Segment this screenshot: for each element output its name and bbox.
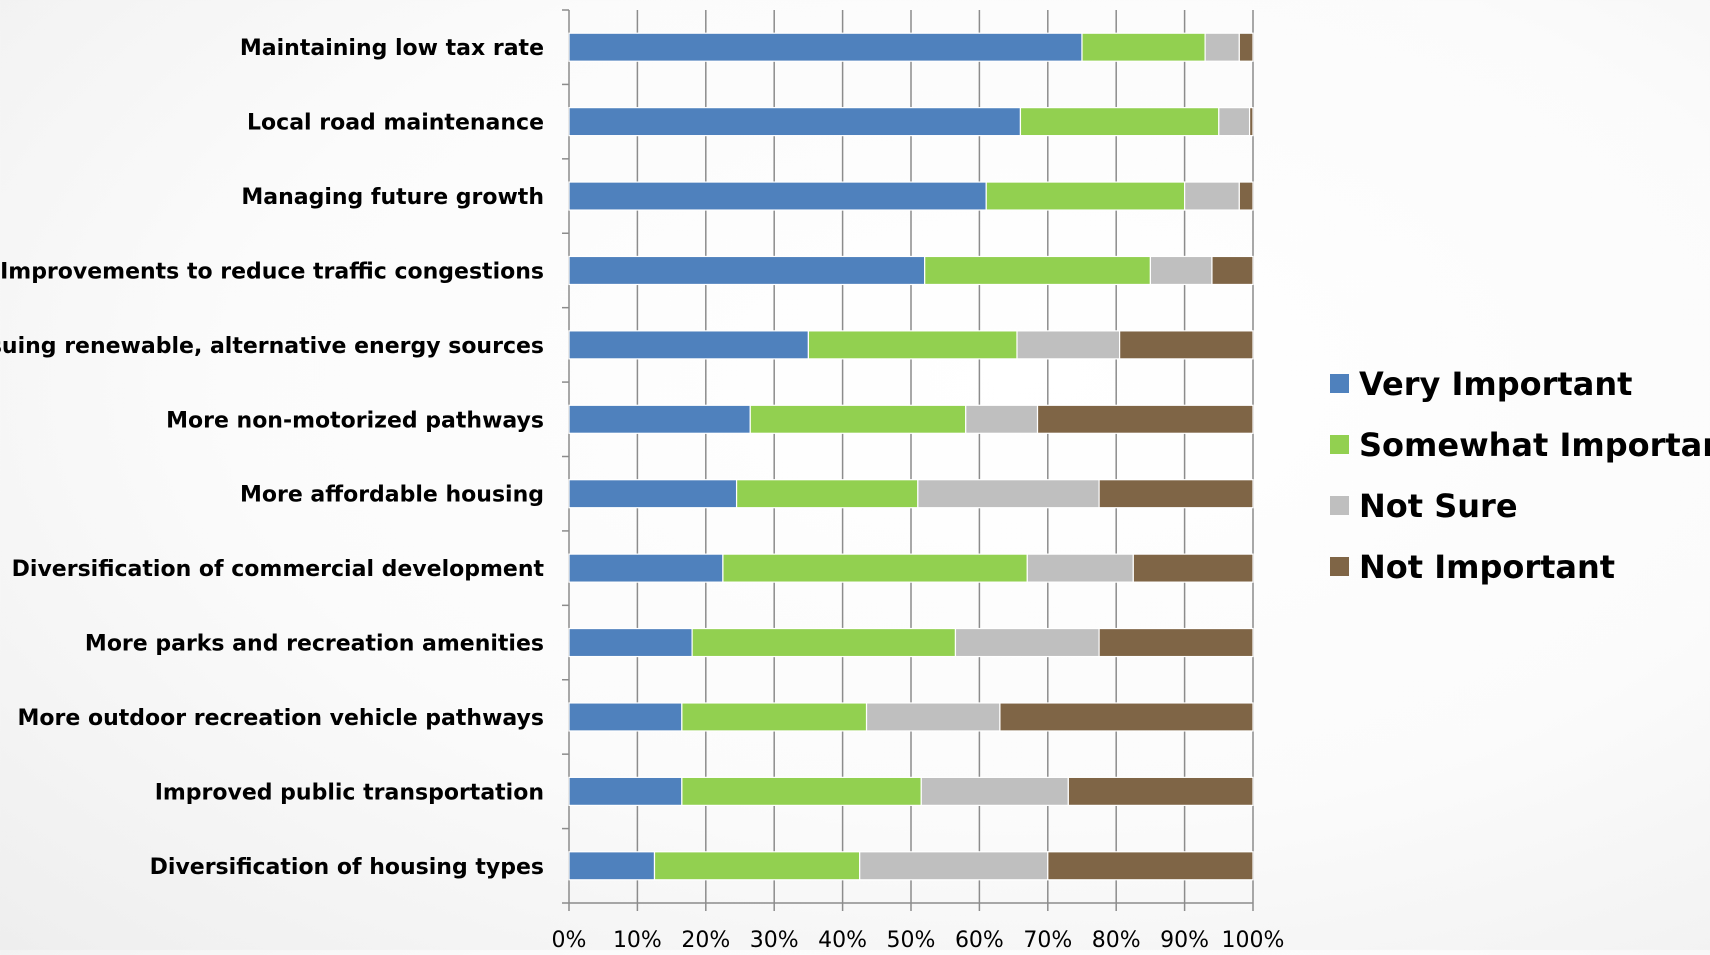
bar-segment [920,776,1069,806]
category-label: Diversification of housing types [150,855,544,880]
bar-segment [999,702,1254,732]
bar-segment [1047,851,1254,881]
x-tick-label: 90% [1160,928,1209,950]
bar-segment [954,627,1100,658]
bar-segment [653,851,861,881]
bar-segment [568,553,724,583]
legend-label: Not Sure [1359,487,1518,525]
bar-segment [568,404,751,434]
x-tick-label: 70% [1023,928,1072,950]
category-label: More affordable housing [240,483,544,508]
bar-segment [1238,32,1254,62]
bar-segment [1067,776,1254,806]
bar-segment [1098,627,1254,658]
bar-segment [568,255,926,286]
bar-segment [1132,553,1254,583]
bar-segment [1218,107,1251,137]
category-label: Improved public transportation [155,780,544,805]
x-tick-label: 0% [552,928,587,950]
bar-segment [568,702,683,732]
bar-segment [735,479,919,509]
bar-segment [722,553,1028,583]
category-label: Managing future growth [241,185,544,210]
bar-segment [1098,479,1254,509]
legend-swatch [1330,374,1349,393]
category-label: More outdoor recreation vehicle pathways [18,706,544,731]
legend-swatch [1330,496,1349,515]
x-tick-label: 80% [1092,928,1141,950]
category-label: Pursuing renewable, alternative energy s… [0,334,544,359]
bar-segment [568,627,693,658]
bar-segment [749,404,967,434]
legend-label: Not Important [1359,548,1615,586]
x-tick-label: 20% [681,928,730,950]
bar-segment [1026,553,1134,583]
bar-segment [681,776,922,806]
legend-swatch [1330,557,1349,576]
bar-segment [691,627,957,658]
bar-segment [568,330,809,360]
category-label: Maintaining low tax rate [240,36,544,61]
bar-segment [965,404,1039,434]
bar-segment [1149,255,1213,286]
bar-segment [1248,107,1254,137]
bar-segment [807,330,1018,360]
bar-segment [985,181,1186,211]
x-tick-label: 10% [613,928,662,950]
x-tick-label: 40% [818,928,867,950]
bar-segment [1183,181,1240,211]
bar-segment [1081,32,1206,62]
bar-segment [1211,255,1254,286]
category-label: Diversification of commercial developmen… [12,557,545,582]
legend-label: Very Important [1359,365,1632,403]
bar-segment [568,479,738,509]
bar-segment [568,32,1083,62]
legend-label: Somewhat Important [1359,426,1710,464]
bar-segment [1019,107,1220,137]
bar-segment [1119,330,1254,360]
bar-segment [865,702,1001,732]
x-tick-label: 60% [955,928,1004,950]
bar-segment [924,255,1151,286]
bar-segment [568,851,656,881]
category-label: Local road maintenance [247,111,544,136]
bar-segment [859,851,1049,881]
bar-segment [681,702,868,732]
bar-segment [1238,181,1254,211]
category-label: Improvements to reduce traffic congestio… [0,259,544,284]
bar-segment [1036,404,1254,434]
category-label: More parks and recreation amenities [85,632,544,657]
x-tick-label: 100% [1222,928,1285,950]
bar-segment [568,776,683,806]
bar-segment [1016,330,1121,360]
category-label: More non-motorized pathways [166,408,544,433]
bar-segment [1204,32,1240,62]
x-tick-label: 30% [750,928,799,950]
bar-segment [568,107,1022,137]
bar-segment [917,479,1100,509]
bar-segment [568,181,987,211]
x-tick-label: 50% [887,928,936,950]
legend-swatch [1330,435,1349,454]
